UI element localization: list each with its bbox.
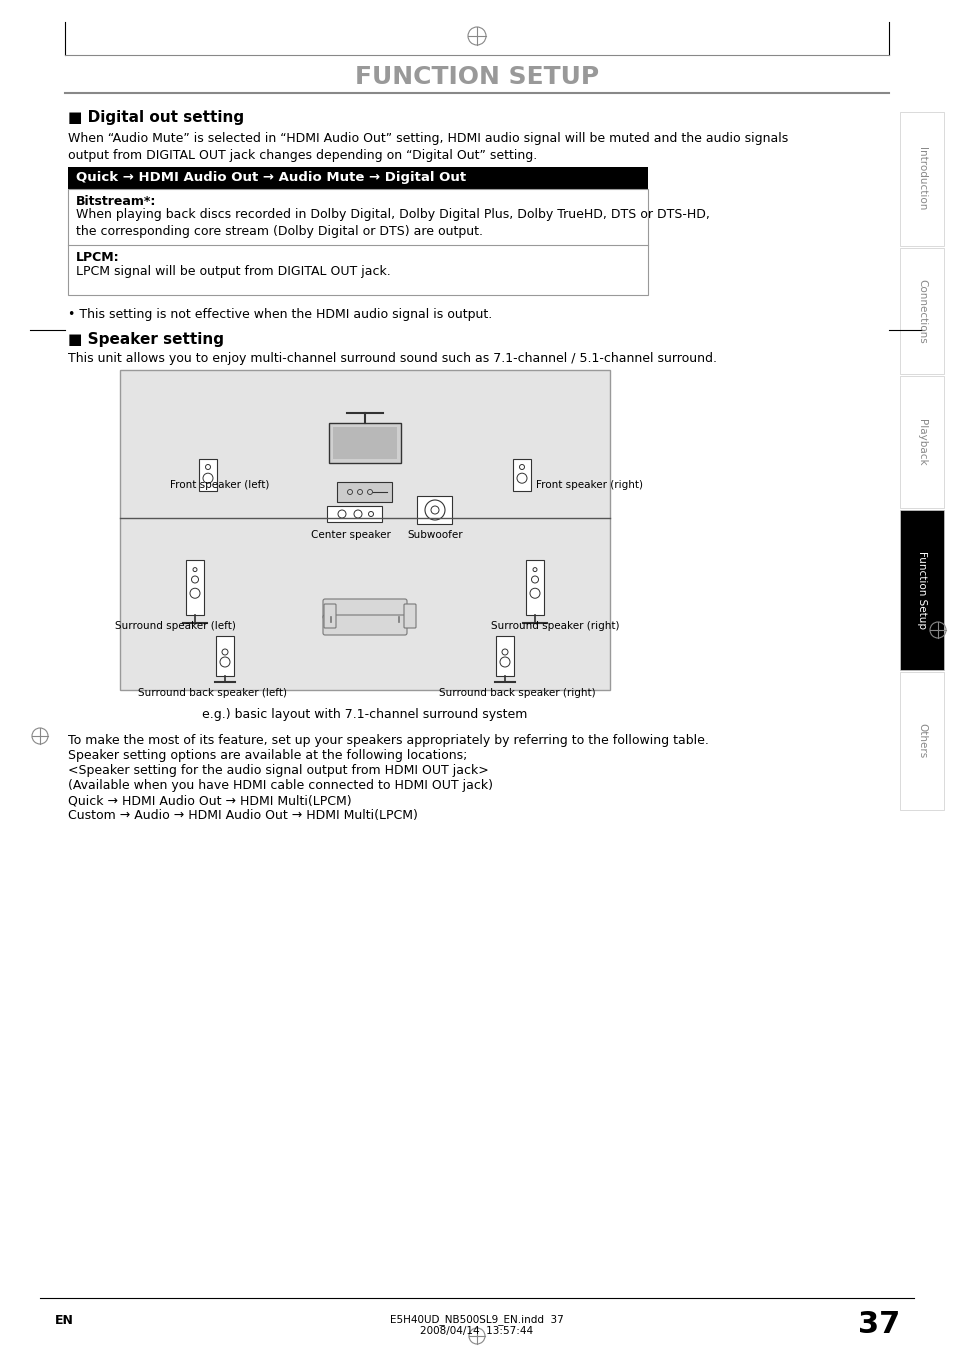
Text: Speaker setting options are available at the following locations;: Speaker setting options are available at…	[68, 748, 467, 762]
Bar	[120, 370, 609, 690]
Bar	[417, 496, 452, 524]
Text: Front speaker (left): Front speaker (left)	[170, 480, 269, 490]
Text: Subwoofer: Subwoofer	[407, 530, 462, 540]
Text: Custom → Audio → HDMI Audio Out → HDMI Multi(LPCM): Custom → Audio → HDMI Audio Out → HDMI M…	[68, 809, 417, 821]
Bar	[186, 561, 204, 615]
Text: Quick → HDMI Audio Out → HDMI Multi(LPCM): Quick → HDMI Audio Out → HDMI Multi(LPCM…	[68, 794, 352, 807]
Text: ■ Speaker setting: ■ Speaker setting	[68, 332, 224, 347]
FancyBboxPatch shape	[323, 598, 407, 619]
Bar	[329, 423, 400, 462]
Text: Introduction: Introduction	[916, 147, 926, 211]
Text: e.g.) basic layout with 7.1-channel surround system: e.g.) basic layout with 7.1-channel surr…	[202, 708, 527, 721]
FancyBboxPatch shape	[324, 604, 335, 628]
Text: Surround back speaker (left): Surround back speaker (left)	[138, 688, 287, 698]
Text: Quick → HDMI Audio Out → Audio Mute → Digital Out: Quick → HDMI Audio Out → Audio Mute → Di…	[76, 172, 466, 184]
Bar	[68, 168, 647, 189]
Bar	[899, 509, 943, 670]
Bar	[899, 376, 943, 508]
Text: 2008/04/14  13:57:44: 2008/04/14 13:57:44	[420, 1325, 533, 1336]
Bar	[513, 459, 531, 490]
Text: • This setting is not effective when the HDMI audio signal is output.: • This setting is not effective when the…	[68, 308, 492, 322]
Bar	[199, 459, 216, 490]
Text: LPCM:: LPCM:	[76, 251, 119, 263]
Text: <Speaker setting for the audio signal output from HDMI OUT jack>: <Speaker setting for the audio signal ou…	[68, 765, 488, 777]
Text: Front speaker (right): Front speaker (right)	[536, 480, 642, 490]
Bar	[899, 249, 943, 374]
Text: E5H40UD_NB500SL9_EN.indd  37: E5H40UD_NB500SL9_EN.indd 37	[390, 1315, 563, 1325]
Text: Surround back speaker (right): Surround back speaker (right)	[438, 688, 595, 698]
Bar	[333, 427, 396, 458]
Bar	[68, 189, 647, 295]
Text: When “Audio Mute” is selected in “HDMI Audio Out” setting, HDMI audio signal wil: When “Audio Mute” is selected in “HDMI A…	[68, 132, 787, 162]
Text: ■ Digital out setting: ■ Digital out setting	[68, 109, 244, 126]
Text: Bitstream*:: Bitstream*:	[76, 195, 156, 208]
Text: Surround speaker (left): Surround speaker (left)	[114, 621, 235, 631]
Bar	[215, 636, 233, 676]
Bar	[899, 112, 943, 246]
Bar	[327, 507, 382, 521]
Text: (Available when you have HDMI cable connected to HDMI OUT jack): (Available when you have HDMI cable conn…	[68, 780, 493, 792]
Text: This unit allows you to enjoy multi-channel surround sound such as 7.1-channel /: This unit allows you to enjoy multi-chan…	[68, 353, 717, 365]
Bar	[337, 482, 392, 503]
FancyBboxPatch shape	[403, 604, 416, 628]
Text: EN: EN	[55, 1315, 73, 1327]
Bar	[496, 636, 514, 676]
Text: Surround speaker (right): Surround speaker (right)	[490, 621, 618, 631]
Text: Function Setup: Function Setup	[916, 551, 926, 630]
FancyBboxPatch shape	[323, 615, 407, 635]
Text: When playing back discs recorded in Dolby Digital, Dolby Digital Plus, Dolby Tru: When playing back discs recorded in Dolb…	[76, 208, 709, 238]
Text: Connections: Connections	[916, 278, 926, 343]
Bar	[65, 55, 888, 93]
Text: 37: 37	[857, 1310, 899, 1339]
Text: To make the most of its feature, set up your speakers appropriately by referring: To make the most of its feature, set up …	[68, 734, 708, 747]
Text: Playback: Playback	[916, 419, 926, 465]
Bar	[899, 671, 943, 811]
Text: Others: Others	[916, 723, 926, 759]
Bar	[525, 561, 543, 615]
Text: LPCM signal will be output from DIGITAL OUT jack.: LPCM signal will be output from DIGITAL …	[76, 265, 391, 278]
Text: FUNCTION SETUP: FUNCTION SETUP	[355, 65, 598, 89]
Text: Center speaker: Center speaker	[311, 530, 391, 540]
